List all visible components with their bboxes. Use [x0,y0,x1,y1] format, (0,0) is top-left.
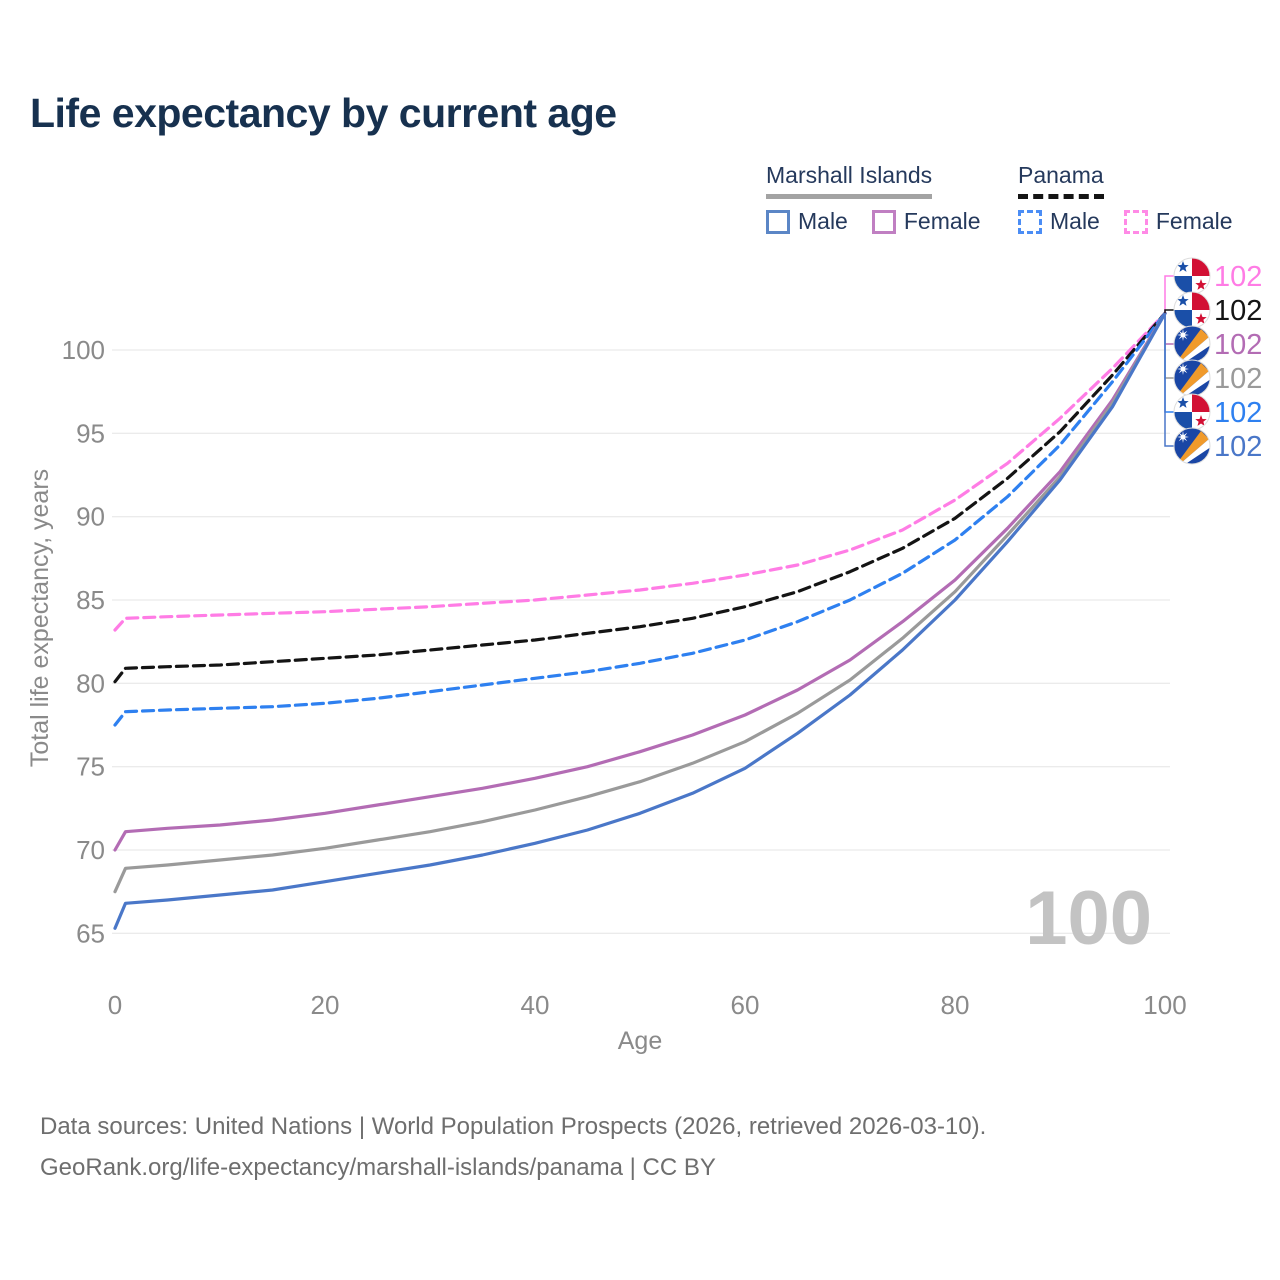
legend-item-label: Female [903,208,981,234]
y-tick-label: 95 [76,418,105,448]
end-label-value: 102 [1214,397,1262,429]
legend-item-label: Female [1155,208,1233,234]
footer-attribution: GeoRank.org/life-expectancy/marshall-isl… [40,1154,716,1181]
x-tick-label: 20 [311,990,340,1020]
y-axis-tick-labels: 65 70 75 80 85 90 95 100 [62,335,105,948]
legend-item-panama-male[interactable]: Male [1018,208,1100,235]
x-tick-label: 40 [521,990,550,1020]
footer: Data sources: United Nations | World Pop… [40,1106,986,1188]
end-label-connector [1164,313,1174,345]
y-axis-title: Total life expectancy, years [26,469,54,767]
series-line-panama-male[interactable] [113,311,1167,727]
legend-group-panama: Panama Male Female [1018,162,1233,235]
panama-flag-icon [1173,291,1211,329]
legend-item-label: Male [1050,208,1100,234]
gridlines [112,349,1170,934]
end-label-marshall-islands-total: 102 [1173,359,1262,397]
y-tick-label: 90 [76,502,105,532]
end-label-value: 102 [1214,329,1262,361]
series-line-marshall-islands-female[interactable] [113,311,1167,852]
y-tick-label: 75 [76,752,105,782]
female-dashed-swatch-icon [1123,209,1148,234]
star-shape [1177,261,1189,272]
y-tick-label: 65 [76,918,105,948]
end-label-connector [1164,313,1174,447]
star-shape [1177,397,1189,408]
series-line-panama-total[interactable] [113,311,1167,684]
marshall-flag-icon [1173,427,1211,465]
marshall-flag-icon [1173,359,1211,397]
star-shape [1177,329,1189,341]
end-label-value: 102 [1214,431,1262,463]
y-tick-label: 70 [76,835,105,865]
legend-item-label: Male [798,208,848,234]
y-tick-label: 80 [76,668,105,698]
panama-flag-icon [1173,257,1211,295]
legend-items: Male Female [1018,208,1233,235]
marshall-flag-icon [1173,325,1211,363]
y-tick-label: 100 [62,335,105,365]
series-lines [113,311,1167,930]
series-line-marshall-islands-male[interactable] [113,311,1167,930]
end-label-connector [1164,275,1174,314]
star-shape [1177,295,1189,306]
star-shape [1195,415,1207,426]
end-label-panama-male: 102 [1173,393,1262,431]
star-shape [1195,313,1207,324]
legend-group-title: Panama [1018,162,1104,199]
end-label-marshall-islands-male: 102 [1173,427,1262,465]
legend-group-marshall-islands: Marshall Islands Male Female [766,162,981,235]
legend-item-panama-female[interactable]: Female [1123,208,1233,235]
end-label-value: 102 [1214,261,1262,293]
female-solid-swatch-icon [871,209,896,234]
series-line-panama-female[interactable] [113,311,1167,632]
end-label-connector [1164,313,1174,413]
star-shape [1195,279,1207,290]
end-label-connector [1164,309,1174,314]
end-label-connector [1164,313,1174,379]
end-label-value: 102 [1214,363,1262,395]
x-tick-label: 60 [731,990,760,1020]
x-tick-label: 0 [108,990,122,1020]
age-counter: 100 [1025,876,1152,961]
x-axis-title: Age [618,1027,662,1055]
end-label-panama-total: 102 [1173,291,1262,329]
legend-item-marshall-female[interactable]: Female [871,208,981,235]
x-tick-label: 80 [941,990,970,1020]
star-shape [1177,363,1189,375]
legend-item-marshall-male[interactable]: Male [766,208,848,235]
x-axis-tick-labels: 0 20 40 60 80 100 [108,990,1187,1020]
page-title: Life expectancy by current age [30,90,617,136]
panama-flag-icon [1173,393,1211,431]
male-solid-swatch-icon [766,209,790,234]
end-label-marshall-islands-female: 102 [1173,325,1262,363]
series-line-marshall-islands-total[interactable] [113,311,1167,894]
x-tick-label: 100 [1143,990,1186,1020]
end-label-value: 102 [1214,295,1262,327]
footer-data-sources: Data sources: United Nations | World Pop… [40,1113,987,1140]
end-label-panama-female: 102 [1173,257,1262,295]
legend-group-title: Marshall Islands [766,162,933,199]
legend-items: Male Female [766,208,981,235]
y-tick-label: 85 [76,585,105,615]
star-shape [1177,431,1189,443]
male-dashed-swatch-icon [1018,209,1042,234]
